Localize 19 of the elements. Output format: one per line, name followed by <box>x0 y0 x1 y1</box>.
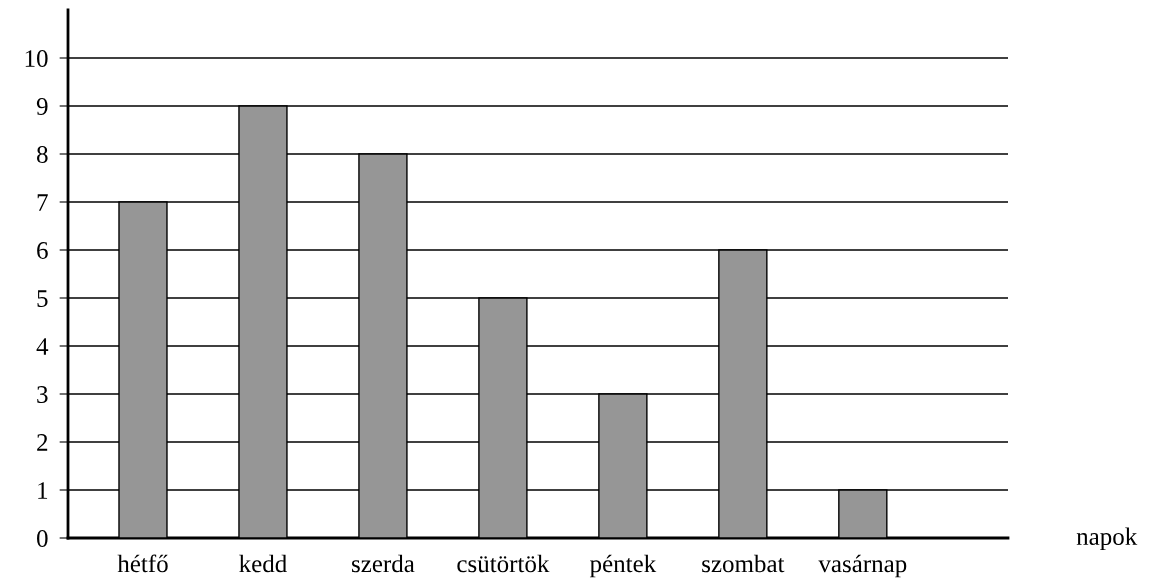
y-tick-label: 2 <box>37 434 48 451</box>
y-tick-label: 9 <box>36 98 48 115</box>
y-tick-label: 0 <box>37 530 48 547</box>
y-tick-label: 8 <box>37 146 48 163</box>
y-tick-label: 3 <box>37 386 48 403</box>
y-tick-label: 1 <box>38 482 48 499</box>
x-tick-label: szombat <box>702 554 785 573</box>
x-tick-label: péntek <box>589 554 657 578</box>
x-tick-label: kedd <box>239 554 287 573</box>
x-tick-label: hétfő <box>117 554 168 573</box>
y-tick-label: 6 <box>37 242 48 259</box>
x-tick-label: vasárnap <box>818 554 907 578</box>
y-tick-label: 5 <box>37 290 48 307</box>
x-tick-label: csütörtök <box>457 554 550 573</box>
y-tick-label: 10 <box>25 50 48 67</box>
y-tick-label: 7 <box>37 194 48 211</box>
x-tick-label: szerda <box>352 554 415 573</box>
x-axis-title: napok <box>1076 527 1138 551</box>
y-tick-label: 4 <box>36 338 49 355</box>
